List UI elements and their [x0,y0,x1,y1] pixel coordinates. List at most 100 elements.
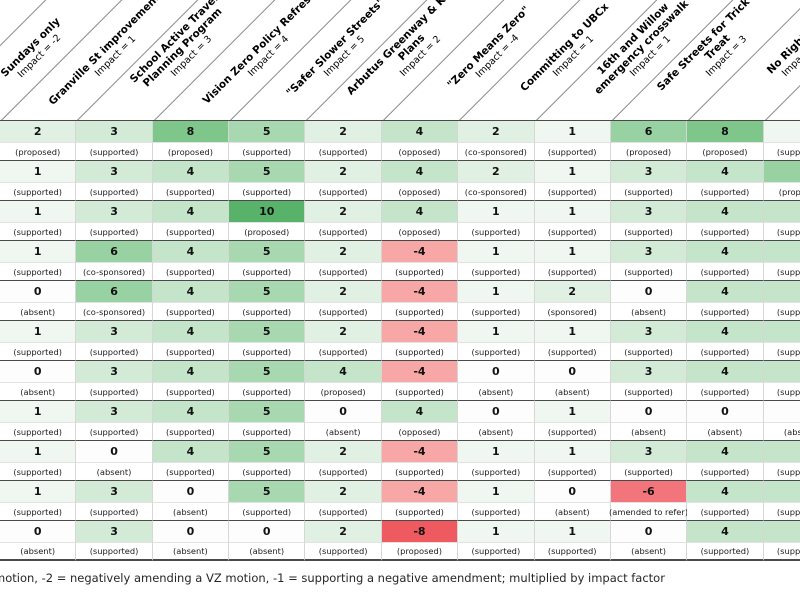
status-cell: (supported) [610,383,688,401]
status-cell: (supported) [381,343,459,361]
score-cell [763,321,800,343]
score-cell: 4 [687,441,764,463]
status-cell: (absent) [610,543,688,561]
score-cell: 2 [305,161,382,183]
status-row: (absent) (co-sponsored) (supported) (suppor… [0,303,800,321]
score-cell: 2 [458,161,535,183]
score-cell: 2 [0,121,77,143]
status-cell: (supported) [152,423,230,441]
score-cell: -6 [610,481,688,503]
score-cell: 0 [0,281,77,303]
status-cell: (supported) [763,503,800,521]
status-cell: (absent) [0,303,77,321]
status-cell: (absent) [610,423,688,441]
score-cell: 1 [534,161,611,183]
score-cell: 8 [687,121,764,143]
status-cell: (proposed) [152,143,230,161]
status-cell: (proposed) [763,183,800,201]
score-cell: 4 [381,401,459,423]
status-cell: (supported) [229,263,306,281]
score-cell: 1 [0,441,77,463]
status-cell: (supported) [305,183,382,201]
status-cell: (proposed) [229,223,306,241]
status-cell: (supported) [534,343,611,361]
score-cell: 4 [152,361,230,383]
status-cell: (supported) [0,343,77,361]
status-cell: (supported) [381,503,459,521]
status-cell: (supported) [229,503,306,521]
status-cell: (supported) [152,263,230,281]
score-cell: 4 [687,281,764,303]
score-cell: 4 [381,121,459,143]
score-row: 1 0 4 5 2 -4 1 1 3 4 [0,441,800,463]
score-cell: -4 [381,281,459,303]
status-cell: (opposed) [381,143,459,161]
status-cell: (supported) [458,343,535,361]
score-cell: 0 [76,441,153,463]
score-cell: 5 [229,401,306,423]
score-cell: 1 [458,281,535,303]
status-row: (absent) (supported) (absent) (absent) (supp… [0,543,800,561]
status-cell: (supported) [534,183,611,201]
score-cell [763,281,800,303]
score-cell [763,521,800,543]
status-cell: (absent) [687,423,764,441]
status-cell: (supported) [0,463,77,481]
score-cell: 3 [610,241,688,263]
score-cell: 3 [76,121,153,143]
status-cell: (supported) [76,343,153,361]
status-cell: (supported) [763,343,800,361]
score-cell: 1 [534,401,611,423]
score-row: 1 3 4 10 2 4 1 1 3 4 [0,201,800,223]
status-cell: (supported) [687,183,764,201]
status-cell: (amended to refer) [609,503,688,521]
score-cell: 5 [229,241,306,263]
status-cell: (supported) [229,143,306,161]
status-cell: (absent) [458,383,535,401]
score-cell: 3 [76,361,153,383]
score-row: 1 3 4 5 2 -4 1 1 3 4 [0,321,800,343]
score-cell: 5 [229,321,306,343]
status-cell: (supported) [763,303,800,321]
score-cell: 1 [534,201,611,223]
score-cell: -4 [381,321,459,343]
score-cell: 2 [305,321,382,343]
status-cell: (supported) [305,143,382,161]
status-cell: (supported) [687,343,764,361]
score-cell: 3 [610,441,688,463]
status-row: (supported) (supported) (supported) (suppor… [0,423,800,441]
score-grid: 2 3 8 5 2 4 2 1 6 8 (proposed) (supported) (proposed… [0,120,800,561]
status-cell: (proposed) [381,543,459,561]
score-cell: 4 [687,201,764,223]
score-cell: 5 [229,361,306,383]
score-cell: 2 [305,241,382,263]
status-cell: (absent) [534,503,611,521]
score-cell: 1 [0,161,77,183]
status-cell: (supported) [610,463,688,481]
status-cell: (supported) [763,463,800,481]
score-cell [763,241,800,263]
status-cell: (supported) [458,223,535,241]
score-cell: 0 [0,361,77,383]
score-cell: 4 [687,361,764,383]
status-cell: (supported) [458,543,535,561]
status-cell: (supported) [381,303,459,321]
status-cell: (supported) [152,463,230,481]
score-cell: 0 [687,401,764,423]
status-cell: (co-sponsored) [458,183,535,201]
status-cell: (supported) [152,303,230,321]
score-row: 0 6 4 5 2 -4 1 2 0 4 [0,281,800,303]
status-cell: (supported) [763,543,800,561]
score-cell: 1 [458,521,535,543]
score-cell: 3 [610,321,688,343]
score-cell: 4 [152,281,230,303]
status-cell: (absent) [610,303,688,321]
score-cell [763,361,800,383]
status-cell: (supported) [763,223,800,241]
score-cell [763,401,800,423]
score-cell: 5 [229,281,306,303]
status-cell: (supported) [534,463,611,481]
score-cell: 4 [381,161,459,183]
score-cell: 3 [610,161,688,183]
